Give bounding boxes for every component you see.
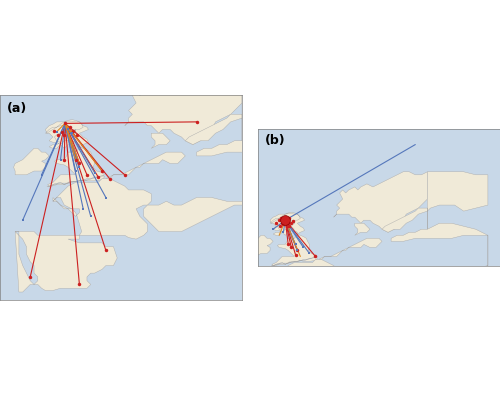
Polygon shape <box>186 69 318 145</box>
Polygon shape <box>382 172 488 232</box>
Polygon shape <box>106 152 186 179</box>
Polygon shape <box>270 213 318 266</box>
Polygon shape <box>15 231 117 292</box>
Text: (b): (b) <box>266 134 286 147</box>
Polygon shape <box>14 149 49 175</box>
Text: (a): (a) <box>8 102 28 115</box>
Polygon shape <box>246 302 328 350</box>
Polygon shape <box>151 133 170 149</box>
Polygon shape <box>144 133 318 231</box>
Polygon shape <box>125 69 242 145</box>
Polygon shape <box>349 223 488 302</box>
Polygon shape <box>46 120 104 187</box>
Polygon shape <box>318 238 382 260</box>
Polygon shape <box>244 235 273 256</box>
Polygon shape <box>53 179 151 239</box>
Polygon shape <box>276 260 355 308</box>
Polygon shape <box>355 223 370 235</box>
Polygon shape <box>334 172 428 232</box>
